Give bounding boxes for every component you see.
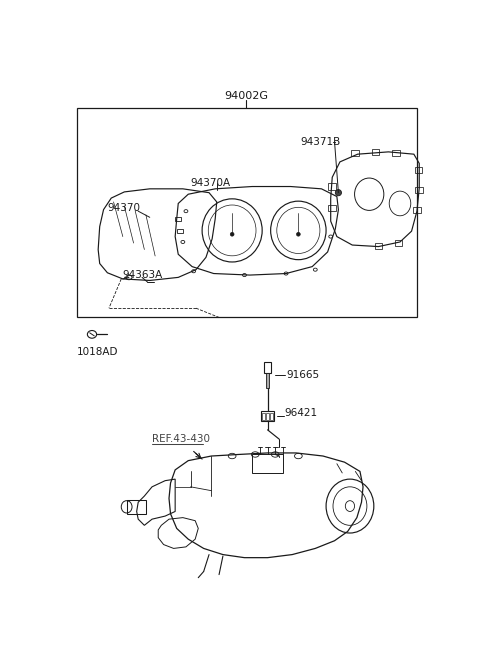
Text: 94002G: 94002G bbox=[224, 91, 268, 100]
Bar bbox=[175, 216, 181, 221]
Text: 94363A: 94363A bbox=[123, 270, 163, 280]
Bar bbox=[266, 413, 269, 420]
Ellipse shape bbox=[297, 232, 300, 236]
Bar bbox=[252, 455, 283, 473]
Bar bbox=[415, 188, 423, 194]
Bar bbox=[415, 167, 422, 173]
Bar bbox=[395, 239, 402, 246]
Bar bbox=[351, 150, 359, 157]
Bar bbox=[266, 373, 269, 388]
Text: 1018AD: 1018AD bbox=[77, 346, 118, 357]
Bar bbox=[372, 149, 379, 155]
Ellipse shape bbox=[336, 190, 341, 195]
Bar bbox=[413, 207, 421, 213]
Text: 91665: 91665 bbox=[286, 370, 319, 380]
Bar bbox=[328, 205, 336, 211]
Text: 96421: 96421 bbox=[285, 408, 318, 418]
Text: REF.43-430: REF.43-430 bbox=[152, 434, 210, 444]
Bar bbox=[328, 184, 336, 190]
Bar bbox=[77, 108, 417, 318]
Bar bbox=[374, 243, 382, 249]
Bar bbox=[392, 150, 400, 155]
Bar bbox=[261, 411, 275, 421]
Bar bbox=[262, 413, 265, 420]
Bar bbox=[127, 500, 146, 514]
Ellipse shape bbox=[230, 232, 234, 236]
Text: 94370A: 94370A bbox=[191, 178, 231, 188]
Bar bbox=[177, 229, 183, 234]
Bar bbox=[264, 362, 271, 373]
Text: 94371B: 94371B bbox=[300, 137, 340, 147]
Text: 94370: 94370 bbox=[108, 203, 140, 213]
Bar bbox=[270, 413, 273, 420]
